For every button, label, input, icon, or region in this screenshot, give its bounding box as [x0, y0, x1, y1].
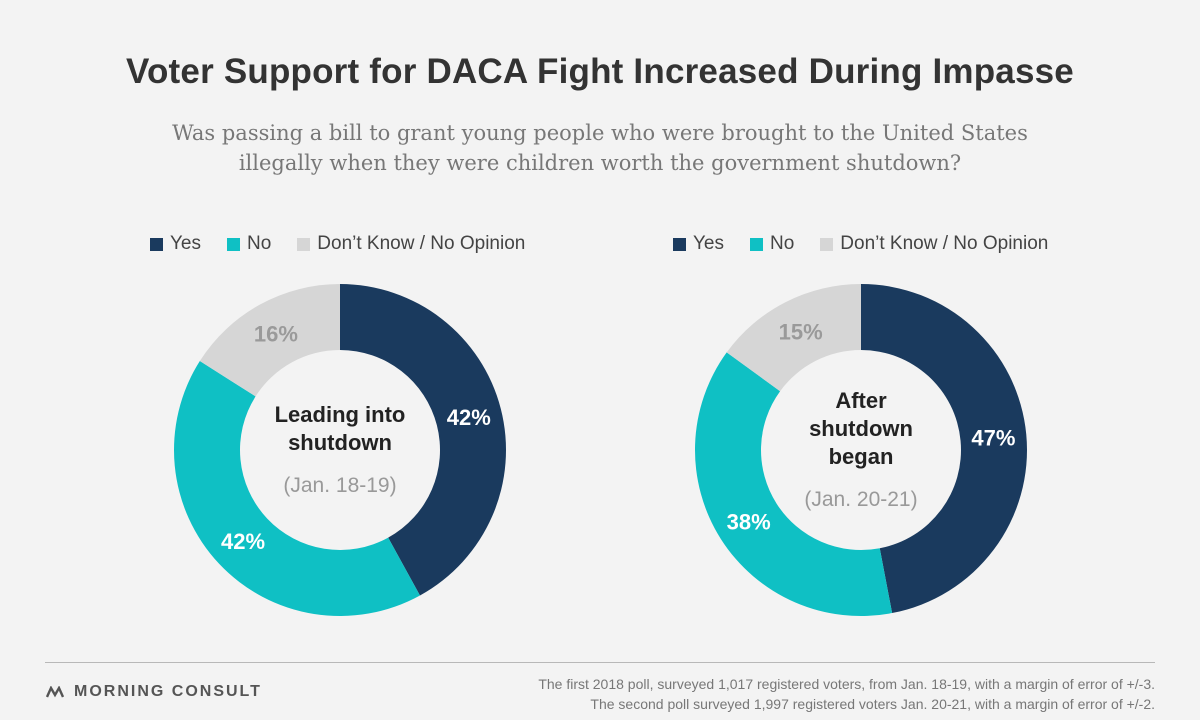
donut-slice-no	[174, 361, 420, 616]
slice-label-yes: 47%	[971, 425, 1015, 450]
legend-item-dont-know: Don’t Know / No Opinion	[820, 233, 1048, 255]
donut-chart-left: 42% 42% 16% Leading into shutdown (Jan. 18-19…	[174, 284, 506, 616]
footer-divider	[45, 662, 1155, 663]
legend-item-no: No	[227, 233, 271, 255]
morning-consult-logo-icon	[46, 686, 64, 698]
legend-swatch-dont-know	[297, 237, 311, 251]
legend-swatch-yes	[673, 237, 686, 251]
subtitle-line-1: Was passing a bill to grant young people…	[172, 121, 1028, 145]
chart-title: Voter Support for DACA Fight Increased D…	[126, 52, 1074, 91]
legend-label-yes: Yes	[693, 233, 724, 254]
footnote: The first 2018 poll, surveyed 1,017 regi…	[538, 674, 1155, 714]
legend-label-dont-know: Don’t Know / No Opinion	[317, 233, 526, 254]
legend-label-no: No	[770, 233, 795, 254]
center-title-line: shutdown	[288, 430, 392, 455]
legend-swatch-yes	[150, 237, 163, 251]
donut-slice-no	[695, 352, 893, 616]
center-title-line: Leading into	[275, 402, 406, 427]
slice-label-no: 42%	[221, 529, 265, 554]
donut-slice-dont-know	[199, 284, 340, 397]
legend-swatch-no	[750, 237, 763, 251]
legend-left: Yes No Don’t Know / No Opinion	[150, 232, 551, 256]
footnote-line-1: The first 2018 poll, surveyed 1,017 regi…	[538, 676, 1155, 692]
legend-item-yes: Yes	[150, 233, 201, 255]
legend-label-dont-know: Don’t Know / No Opinion	[840, 233, 1049, 254]
center-title-line: After	[835, 388, 887, 413]
brand-logo: MORNING CONSULT	[46, 683, 262, 701]
legend-swatch-no	[227, 237, 240, 251]
chart-subtitle: Was passing a bill to grant young people…	[150, 118, 1050, 178]
footnote-line-2: The second poll surveyed 1,997 registere…	[590, 696, 1155, 712]
center-date-range: (Jan. 20-21)	[804, 488, 917, 511]
legend-right: Yes No Don’t Know / No Opinion	[673, 232, 1074, 256]
legend-item-yes: Yes	[673, 233, 724, 255]
legend-item-dont-know: Don’t Know / No Opinion	[297, 233, 525, 255]
legend-item-no: No	[750, 233, 794, 255]
brand-name: MORNING CONSULT	[74, 683, 262, 700]
center-date-range: (Jan. 18-19)	[283, 474, 396, 497]
donut-slice-yes	[340, 284, 506, 596]
donut-slice-yes	[861, 284, 1027, 614]
center-title-line: shutdown	[809, 416, 913, 441]
slice-label-yes: 42%	[447, 405, 491, 430]
slice-label-dont-know: 15%	[779, 319, 823, 344]
legend-label-yes: Yes	[170, 233, 201, 254]
donut-chart-right: 47% 38% 15% After shutdown began (Jan. 20-21)	[695, 284, 1027, 616]
subtitle-line-2: illegally when they were children worth …	[238, 151, 962, 175]
donut-slice-dont-know	[726, 284, 861, 392]
center-title-line: began	[829, 444, 894, 469]
slice-label-no: 38%	[727, 509, 771, 534]
legend-swatch-dont-know	[820, 237, 834, 251]
slice-label-dont-know: 16%	[254, 321, 298, 346]
legend-label-no: No	[247, 233, 272, 254]
